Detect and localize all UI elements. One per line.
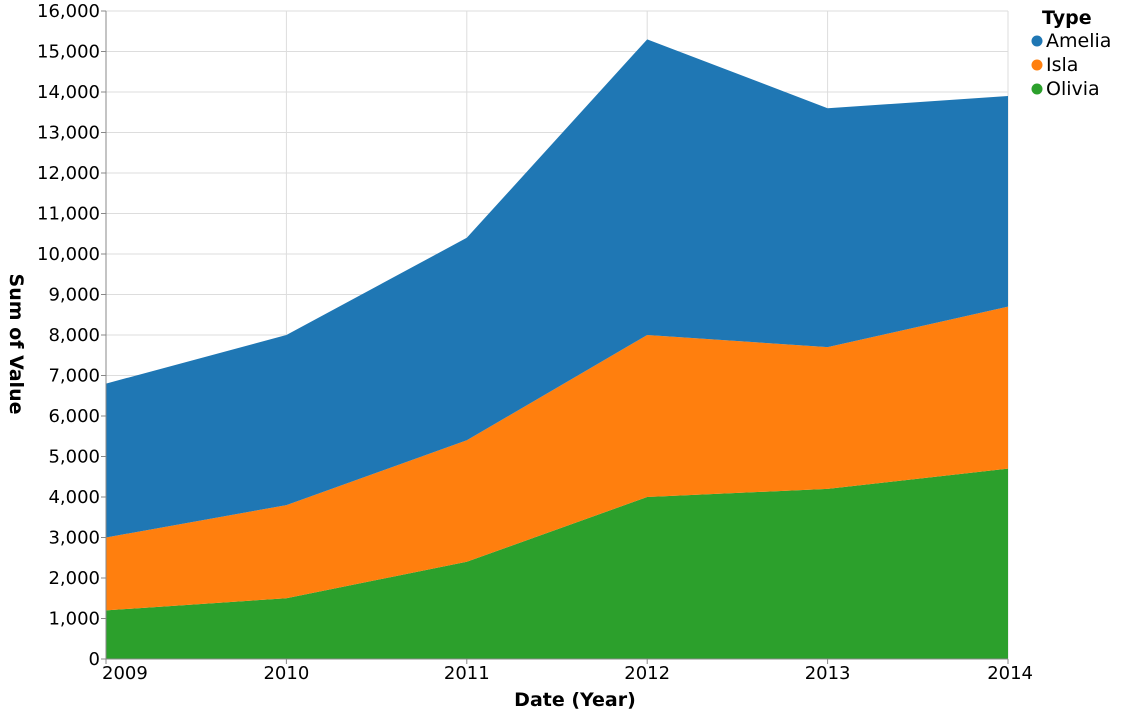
x-tick-label: 2009: [102, 663, 148, 684]
x-tick-label: 2014: [987, 663, 1033, 684]
y-tick-label: 11,000: [37, 204, 100, 225]
y-tick-label: 5,000: [48, 447, 100, 468]
legend-label-isla: Isla: [1046, 54, 1078, 76]
y-tick-label: 16,000: [37, 1, 100, 22]
x-tick-label: 2010: [263, 663, 309, 684]
y-tick-label: 1,000: [48, 609, 100, 630]
x-tick-label: 2011: [444, 663, 490, 684]
area-series: [106, 39, 1008, 659]
legend-swatch-isla: [1031, 59, 1043, 71]
y-tick-label: 2,000: [48, 568, 100, 589]
legend-label-olivia: Olivia: [1046, 78, 1100, 100]
x-tick-label: 2012: [624, 663, 670, 684]
y-tick-label: 14,000: [37, 82, 100, 103]
y-tick-label: 0: [89, 649, 100, 670]
legend-label-amelia: Amelia: [1046, 30, 1111, 52]
y-axis-title: Sum of Value: [5, 274, 27, 415]
y-tick-label: 6,000: [48, 406, 100, 427]
y-tick-label: 3,000: [48, 528, 100, 549]
axes: 0 1,000 2,000 3,000 4,000 5,000 6,000 7,000 8,00…: [37, 1, 1033, 684]
area-olivia: [106, 468, 1008, 659]
area-amelia: [106, 39, 1008, 538]
legend-swatch-olivia: [1031, 83, 1043, 95]
x-tick-label: 2013: [805, 663, 851, 684]
y-tick-label: 15,000: [37, 42, 100, 63]
x-axis-title: Date (Year): [514, 689, 636, 711]
legend-swatch-amelia: [1031, 35, 1043, 47]
y-tick-label: 8,000: [48, 325, 100, 346]
y-tick-label: 4,000: [48, 487, 100, 508]
y-tick-label: 12,000: [37, 163, 100, 184]
area-isla: [106, 306, 1008, 611]
y-tick-label: 13,000: [37, 123, 100, 144]
y-tick-label: 9,000: [48, 285, 100, 306]
legend-title: Type: [1042, 7, 1092, 29]
y-tick-label: 7,000: [48, 366, 100, 387]
y-tick-label: 10,000: [37, 244, 100, 265]
